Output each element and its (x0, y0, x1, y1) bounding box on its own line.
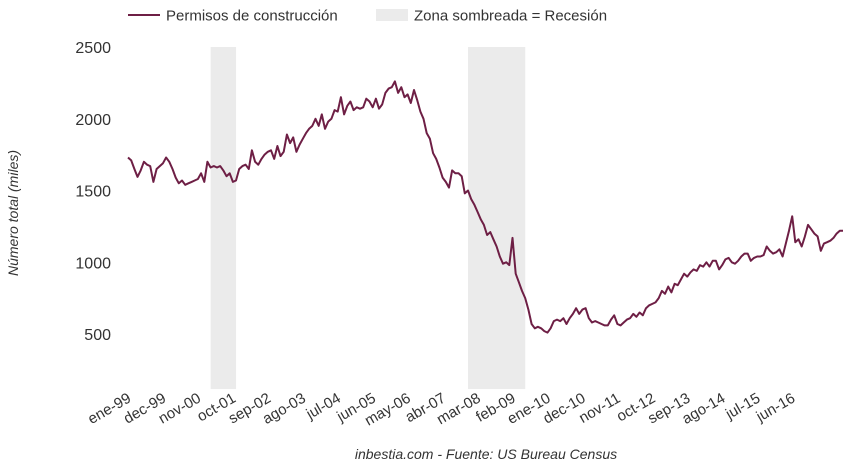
series-line-permisos (127, 80, 843, 334)
x-tick-label: jun-16 (753, 390, 798, 426)
legend: Permisos de construcción Zona sombreada … (128, 8, 607, 25)
legend-swatch-area (376, 9, 408, 21)
y-tick-label: 2500 (75, 40, 111, 57)
y-axis-ticks: 500 1000 1500 2000 2500 (75, 40, 111, 344)
legend-label-series: Permisos de construcción (166, 8, 338, 25)
y-tick-label: 2000 (75, 112, 111, 129)
y-tick-label: 1500 (75, 184, 111, 201)
source-note: inbestia.com - Fuente: US Bureau Census (355, 446, 617, 462)
series-layer (127, 80, 843, 334)
x-axis-ticks: ene-99dec-99nov-00oct-01sep-02ago-03jul-… (85, 390, 798, 430)
legend-label-recession: Zona sombreada = Recesión (414, 8, 607, 25)
y-tick-label: 1000 (75, 255, 111, 272)
recession-band (210, 47, 237, 390)
recession-bands (210, 47, 526, 390)
y-tick-label: 500 (84, 327, 111, 344)
recession-band (468, 47, 526, 390)
y-axis-label: Número total (miles) (5, 150, 21, 276)
